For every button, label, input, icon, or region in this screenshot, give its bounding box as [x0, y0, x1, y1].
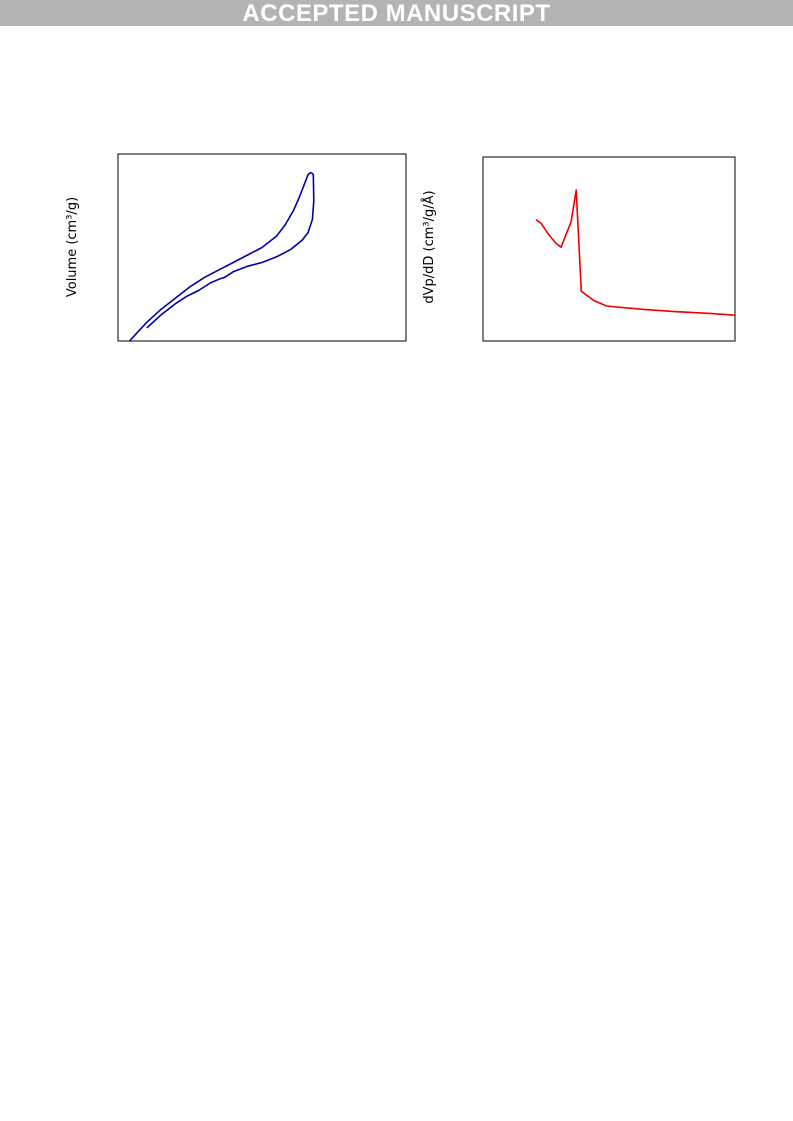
isotherm-series-line-1	[146, 172, 315, 329]
isotherm-chart: Volume (cm³/g)	[65, 153, 407, 342]
accepted-manuscript-banner: ACCEPTED MANUSCRIPT	[0, 0, 793, 27]
isotherm-y-axis-label: Volume (cm³/g)	[65, 197, 80, 297]
psd-chart: dVp/dD (cm³/g/Å)	[421, 156, 736, 342]
isotherm-series-group	[128, 171, 315, 342]
psd-y-axis-label: dVp/dD (cm³/g/Å)	[421, 190, 437, 303]
psd-series-group	[535, 189, 736, 316]
isotherm-series-line-0	[128, 171, 312, 342]
psd-series-line-0	[535, 189, 736, 316]
isotherm-plot-frame	[117, 153, 407, 342]
psd-plot-frame	[482, 156, 736, 342]
